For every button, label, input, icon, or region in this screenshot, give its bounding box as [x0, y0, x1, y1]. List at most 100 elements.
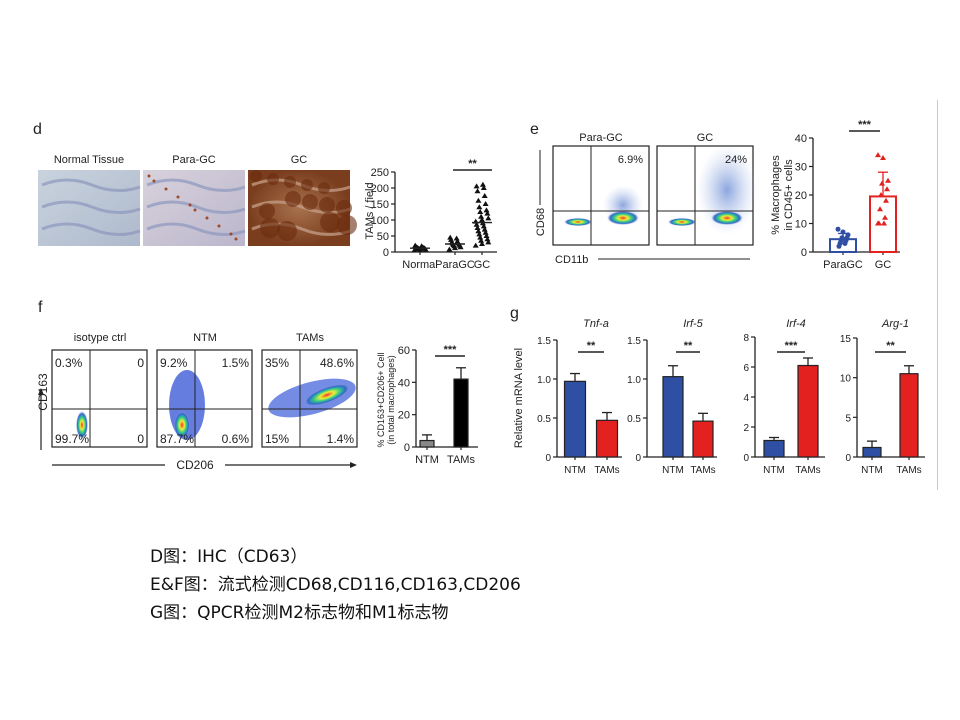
data-point — [474, 188, 481, 194]
panel-letter-d: d — [33, 121, 42, 138]
data-point — [477, 209, 484, 214]
data-point — [476, 231, 483, 237]
gene-title: Irf-5 — [683, 318, 703, 330]
y-tick-label: 2 — [743, 423, 749, 434]
x-axis-label-cd11b: CD11b — [555, 254, 588, 266]
data-point — [481, 193, 488, 198]
bar-ntm — [563, 380, 587, 458]
significance-label: *** — [858, 119, 872, 131]
y-tick-label: 30 — [795, 162, 807, 174]
gene-title: Tnf-a — [583, 318, 609, 330]
bar-tams — [595, 419, 619, 458]
event-density — [668, 218, 696, 226]
y-tick-label: 0 — [801, 247, 807, 259]
data-point — [482, 201, 489, 206]
x-tick-label: TAMs — [690, 465, 715, 476]
panel-letter-g: g — [510, 305, 519, 322]
data-point — [875, 220, 881, 226]
y-tick-label: 15 — [840, 334, 852, 345]
data-point — [448, 239, 455, 245]
stained-cell — [164, 187, 168, 191]
data-point — [484, 236, 491, 242]
tissue-gland-outline — [251, 200, 351, 214]
panel-letter-f: f — [38, 299, 43, 316]
data-point — [480, 185, 487, 190]
data-point — [412, 242, 419, 248]
data-point — [418, 243, 425, 249]
event-density — [303, 383, 351, 407]
significance-label: *** — [785, 340, 799, 352]
flow-plot-title: GC — [697, 132, 714, 144]
data-point — [480, 223, 487, 229]
arrow-up-icon — [38, 388, 44, 395]
stained-cell-cluster — [277, 221, 297, 241]
stained-cell — [205, 216, 209, 220]
y-axis-label: Relative mRNA level — [513, 348, 525, 448]
x-tick-label: NTM — [415, 454, 439, 466]
x-tick-label: TAMs — [896, 465, 921, 476]
x-tick-label: TAMs — [795, 465, 820, 476]
data-point — [473, 221, 480, 227]
quadrant-value-ul: 0.3% — [55, 356, 83, 370]
significance-label: *** — [444, 344, 458, 356]
y-axis-label-cd163: CD163 — [36, 373, 50, 411]
gate-percentage: 24% — [725, 154, 747, 166]
y-axis-label: % CD163+CD206+ Cell — [376, 352, 386, 447]
y-tick-label: 0 — [404, 442, 410, 454]
quadrant-value-ur: 48.6% — [320, 356, 354, 370]
stained-cell-cluster — [301, 179, 313, 191]
panel-letter-e: e — [530, 121, 539, 138]
y-tick-label: 8 — [743, 333, 749, 344]
x-tick-label: TAMs — [447, 454, 475, 466]
data-point — [881, 220, 887, 226]
data-point — [453, 235, 460, 241]
y-axis-label: (in total macrophages) — [386, 355, 396, 445]
data-point — [475, 228, 482, 234]
data-point — [880, 154, 886, 160]
y-tick-label: 100 — [371, 215, 389, 227]
event-density — [607, 211, 639, 225]
x-tick-label: GC — [875, 259, 892, 271]
x-tick-label: Normal — [402, 259, 437, 271]
x-tick-label: ParaGC — [435, 259, 475, 271]
data-point — [483, 233, 490, 238]
data-point — [836, 243, 842, 249]
y-tick-label: 1.0 — [537, 375, 551, 386]
bar-ntm — [419, 439, 435, 448]
tissue-gland-outline — [146, 178, 246, 192]
y-tick-label: 6 — [743, 363, 749, 374]
stained-cell-cluster — [319, 197, 335, 213]
quadrant-value-ll: 99.7% — [55, 432, 89, 446]
data-point — [840, 229, 846, 235]
x-tick-label: NTM — [861, 465, 883, 476]
data-point — [842, 240, 848, 246]
stained-cell-cluster — [250, 170, 262, 182]
ihc-image-title: Normal Tissue — [54, 154, 124, 166]
event-density — [76, 411, 88, 439]
data-point — [485, 215, 492, 221]
y-tick-label: 60 — [398, 345, 410, 357]
data-point — [879, 180, 885, 186]
y-tick-label: 0 — [635, 453, 641, 464]
stained-cell-cluster — [259, 203, 275, 219]
y-tick-label: 0 — [383, 247, 389, 259]
data-point — [482, 229, 489, 235]
gene-title: Irf-4 — [786, 318, 806, 330]
tissue-gland-outline — [146, 200, 246, 214]
y-tick-label: 250 — [371, 167, 389, 179]
quadrant-value-ul: 9.2% — [160, 356, 188, 370]
y-tick-label: 5 — [845, 413, 851, 424]
flow-plot-frame — [51, 349, 148, 448]
data-point — [882, 214, 888, 220]
y-tick-label: 1.5 — [627, 336, 641, 347]
bar-ntm — [763, 439, 785, 458]
stained-cell-cluster — [337, 215, 357, 235]
y-tick-label: 50 — [377, 231, 389, 243]
data-point — [884, 186, 890, 192]
event-density — [174, 411, 190, 439]
stained-cell — [176, 195, 180, 199]
bar-tams — [797, 364, 819, 458]
y-tick-label: 1.0 — [627, 375, 641, 386]
bar-tams — [453, 378, 469, 448]
